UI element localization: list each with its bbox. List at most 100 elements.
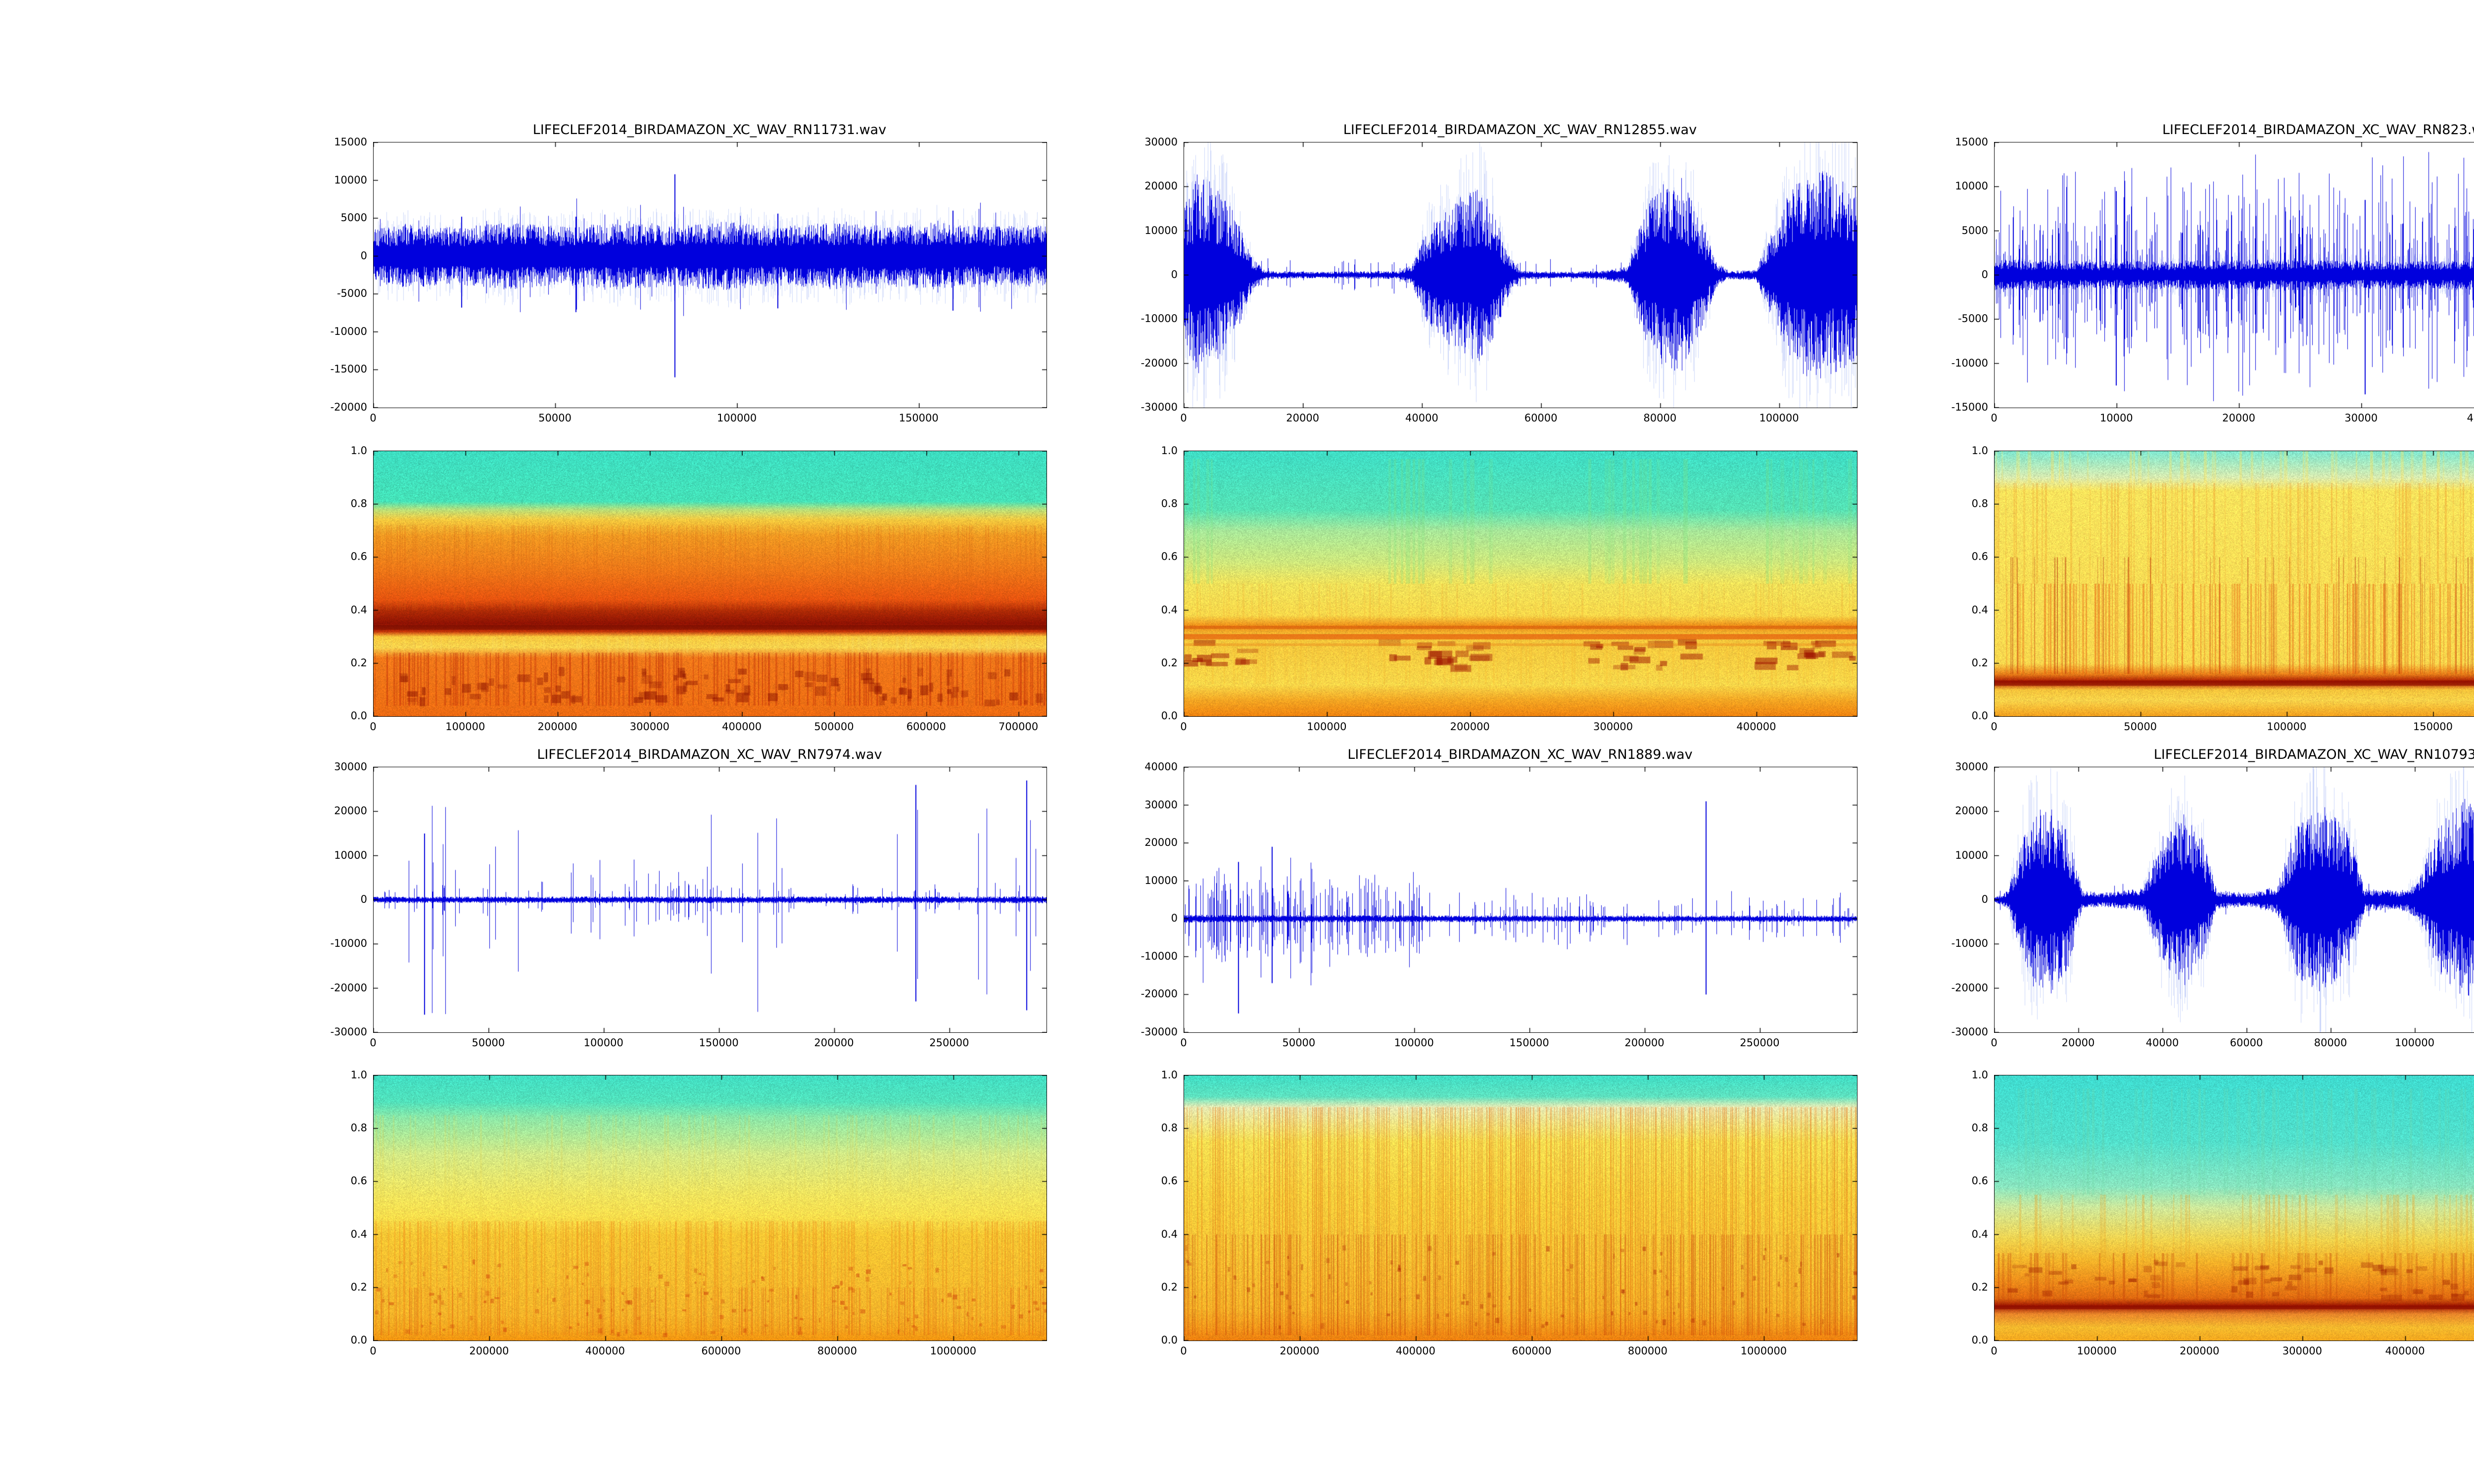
- x-tick-label: 200000: [814, 1037, 854, 1049]
- x-tick-label: 150000: [1509, 1037, 1549, 1049]
- x-tick-label: 300000: [1593, 721, 1633, 733]
- y-tick-label: 5000: [340, 212, 367, 224]
- x-tick-label: 10000: [2099, 412, 2133, 424]
- y-tick-label: 15000: [334, 136, 367, 148]
- x-tick-label: 300000: [629, 721, 669, 733]
- y-tick-label: 0.0: [350, 1334, 367, 1346]
- x-tick-label: 100000: [445, 721, 485, 733]
- plot-title: LIFECLEF2014_BIRDAMAZON_XC_WAV_RN7974.wa…: [537, 747, 882, 762]
- x-tick-label: 50000: [2124, 721, 2157, 733]
- x-tick-label: 600000: [906, 721, 946, 733]
- x-tick-label: 50000: [472, 1037, 505, 1049]
- y-tick-label: 0.0: [350, 710, 367, 722]
- x-tick-label: 20000: [1286, 412, 1320, 424]
- y-tick-label: 10000: [1144, 224, 1178, 236]
- x-tick-label: 1000000: [930, 1345, 977, 1357]
- x-tick-label: 20000: [2061, 1037, 2095, 1049]
- y-tick-label: 15000: [1955, 136, 1988, 148]
- x-tick-label: 40000: [2467, 412, 2474, 424]
- y-tick-label: 20000: [1144, 836, 1178, 849]
- y-tick-label: 1.0: [1971, 1069, 1988, 1081]
- y-tick-label: 0.2: [1161, 1281, 1178, 1293]
- y-tick-label: 1.0: [350, 445, 367, 457]
- x-tick-label: 500000: [814, 721, 854, 733]
- y-tick-label: 0.4: [1971, 1228, 1988, 1240]
- y-tick-label: 0.8: [350, 498, 367, 510]
- y-tick-label: 40000: [1144, 761, 1178, 773]
- y-tick-label: 0.4: [1161, 1228, 1178, 1240]
- plot-canvas: [1184, 1075, 1857, 1341]
- waveform-plot-rn1889: LIFECLEF2014_BIRDAMAZON_XC_WAV_RN1889.wa…: [1141, 747, 1857, 1049]
- x-tick-label: 150000: [899, 412, 939, 424]
- y-tick-label: 30000: [1955, 761, 1988, 773]
- x-tick-label: 200000: [2180, 1345, 2220, 1357]
- spectrogram-plot-rn11731: 0 100000 200000 300000 400000 500000 600000 700…: [351, 445, 1047, 733]
- plot-title: LIFECLEF2014_BIRDAMAZON_XC_WAV_RN11731.w…: [532, 122, 887, 138]
- x-tick-label: 700000: [999, 721, 1039, 733]
- y-tick-label: 0.6: [1161, 1175, 1178, 1187]
- y-tick-label: -20000: [1141, 357, 1178, 369]
- spectrogram-plot-rn10793: 01000002000003000004000005000006000001.0…: [1972, 1069, 2474, 1357]
- x-tick-label: 60000: [1524, 412, 1558, 424]
- spectrogram-plot-rn7974: 0 200000 400000 600000 800000 1000000 1.0 0.8 0.…: [351, 1069, 1047, 1357]
- x-tick-label: 800000: [817, 1345, 857, 1357]
- y-tick-label: 0.6: [1971, 551, 1988, 563]
- y-tick-label: -10000: [1951, 937, 1988, 950]
- x-tick-label: 200000: [1450, 721, 1490, 733]
- x-tick-label: 0: [1991, 1345, 1998, 1357]
- plot-canvas: [373, 142, 1047, 408]
- y-tick-label: 0.2: [1971, 1281, 1988, 1293]
- y-tick-label: 0.6: [1161, 551, 1178, 563]
- y-tick-label: 0.6: [1971, 1175, 1988, 1187]
- x-tick-label: 80000: [2314, 1037, 2347, 1049]
- y-tick-label: 0: [1171, 912, 1178, 925]
- y-tick-label: -20000: [1951, 981, 1988, 994]
- x-tick-label: 200000: [537, 721, 577, 733]
- y-tick-label: -30000: [1141, 401, 1178, 413]
- plot-canvas: [1994, 767, 2474, 1033]
- y-tick-label: 0: [1171, 269, 1178, 280]
- y-tick-label: 0.2: [1971, 656, 1988, 669]
- x-tick-label: 60000: [2230, 1037, 2263, 1049]
- x-tick-label: 50000: [538, 412, 571, 424]
- plot-title: LIFECLEF2014_BIRDAMAZON_XC_WAV_RN10793.w…: [2153, 747, 2474, 762]
- x-tick-label: 100000: [1307, 721, 1347, 733]
- x-tick-label: 0: [370, 1345, 377, 1357]
- y-tick-label: 0: [1981, 269, 1988, 280]
- y-tick-label: 20000: [1955, 805, 1988, 817]
- y-tick-label: 20000: [1144, 180, 1178, 192]
- x-tick-label: 800000: [1627, 1345, 1668, 1357]
- x-tick-label: 30000: [2344, 412, 2378, 424]
- plot-canvas: [373, 451, 1047, 717]
- x-tick-label: 0: [370, 1037, 377, 1049]
- y-tick-label: -30000: [1141, 1026, 1178, 1038]
- y-tick-label: 0.8: [1161, 1122, 1178, 1134]
- y-tick-label: -5000: [1957, 313, 1988, 325]
- x-tick-label: 100000: [1394, 1037, 1434, 1049]
- y-tick-label: 0.4: [1971, 603, 1988, 616]
- y-tick-label: 0.6: [350, 1175, 367, 1187]
- y-tick-label: 0: [360, 249, 367, 262]
- plot-canvas: [1994, 451, 2474, 717]
- x-tick-label: 400000: [2385, 1345, 2425, 1357]
- x-tick-label: 0: [370, 721, 377, 733]
- plot-canvas: [1184, 142, 1857, 408]
- x-tick-label: 0: [1180, 412, 1187, 424]
- y-tick-label: 20000: [334, 805, 367, 817]
- y-tick-label: 10000: [1144, 874, 1178, 886]
- x-tick-label: 100000: [583, 1037, 623, 1049]
- x-tick-label: 600000: [701, 1345, 741, 1357]
- x-tick-label: 400000: [585, 1345, 625, 1357]
- x-tick-label: 250000: [1740, 1037, 1780, 1049]
- x-tick-label: 200000: [1280, 1345, 1320, 1357]
- y-tick-label: -30000: [1951, 1026, 1988, 1038]
- x-tick-label: 40000: [1405, 412, 1438, 424]
- y-tick-label: 0: [360, 893, 367, 905]
- waveform-plot-rn12855: LIFECLEF2014_BIRDAMAZON_XC_WAV_RN12855.w…: [1141, 122, 1857, 424]
- y-tick-label: 0.4: [350, 1228, 367, 1240]
- y-tick-label: 0.8: [1971, 498, 1988, 510]
- x-tick-label: 0: [1180, 721, 1187, 733]
- y-tick-label: -30000: [330, 1026, 367, 1038]
- y-tick-label: 30000: [1144, 136, 1178, 148]
